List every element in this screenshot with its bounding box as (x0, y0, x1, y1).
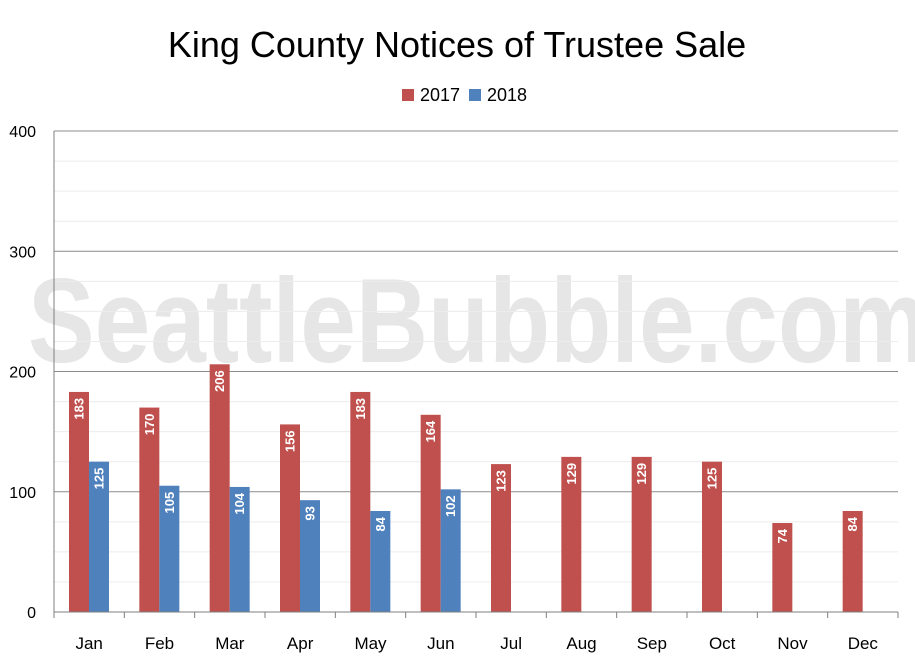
bar-2017-Aug (561, 456, 582, 612)
bars-layer: 183 170 206 156 183 164 123 129 129 125 74 84 125 105… (69, 364, 863, 612)
y-tick-label: 0 (27, 605, 36, 622)
bar-2017-Dec (842, 510, 863, 612)
legend: 2017 2018 (402, 85, 527, 105)
x-tick-label: May (354, 634, 387, 653)
bar-2018-Jun (440, 489, 461, 612)
y-tick-label: 300 (9, 244, 36, 261)
bar-2018-May (370, 510, 391, 612)
x-tick-label: Feb (145, 634, 174, 653)
watermark-layer: SeattleBubble.com (28, 254, 915, 388)
bar-2017-Jan (69, 391, 89, 612)
chart-title: King County Notices of Trustee Sale (168, 24, 746, 65)
data-label: 164 (423, 420, 438, 442)
bar-2017-Apr (280, 424, 300, 612)
x-tick-label: Jun (427, 634, 454, 653)
bar-2018-Apr (300, 500, 320, 612)
bar-2017-Sep (631, 456, 652, 612)
grid-layer (54, 130, 898, 583)
bar-2018-Jan (89, 461, 109, 612)
data-label: 105 (162, 492, 177, 514)
data-label: 84 (845, 516, 860, 531)
data-label: 183 (353, 398, 368, 420)
y-tick-label: 200 (9, 365, 36, 382)
bar-2018-Mar (229, 486, 250, 612)
x-tick-label: Jan (75, 634, 102, 653)
axis-layer: 0 100 200 300 400 Jan Feb Mar Apr May Jun Jul Aug Sep… (9, 124, 899, 653)
watermark: SeattleBubble.com (28, 254, 915, 388)
data-label: 74 (775, 528, 790, 543)
x-tick-label: Oct (709, 634, 736, 653)
legend-swatch-2017 (402, 89, 414, 101)
data-label: 125 (92, 468, 107, 490)
bar-2017-Jun (420, 414, 441, 612)
x-tick-label: Apr (287, 634, 314, 653)
x-tick-label: Dec (848, 634, 879, 653)
x-tick-label: Mar (215, 634, 245, 653)
data-label: 129 (634, 463, 649, 485)
data-label: 102 (443, 495, 458, 517)
bar-2017-Feb (139, 407, 160, 612)
data-label: 170 (142, 414, 157, 436)
data-label: 123 (494, 470, 509, 492)
bar-2017-Oct (702, 461, 722, 612)
bar-2017-Nov (772, 523, 793, 612)
data-label: 129 (564, 463, 579, 485)
legend-label: 2018 (487, 85, 527, 105)
bar-2017-May (350, 391, 371, 612)
legend-swatch-2018 (469, 89, 481, 101)
data-label: 104 (232, 492, 247, 514)
y-tick-label: 400 (9, 124, 36, 141)
x-tick-label: Aug (566, 634, 596, 653)
y-tick-label: 100 (9, 485, 36, 502)
data-label: 93 (303, 506, 318, 520)
x-tick-label: Sep (637, 634, 667, 653)
data-label: 84 (373, 516, 388, 531)
x-tick-label: Nov (777, 634, 808, 653)
legend-label: 2017 (420, 85, 460, 105)
bar-2017-Jul (491, 464, 511, 612)
data-label: 206 (212, 370, 227, 392)
data-label: 183 (72, 398, 87, 420)
bar-2018-Feb (159, 485, 180, 612)
data-label: 156 (283, 430, 298, 452)
x-tick-label: Jul (500, 634, 522, 653)
data-label: 125 (705, 468, 720, 490)
bar-2017-Mar (209, 364, 230, 612)
